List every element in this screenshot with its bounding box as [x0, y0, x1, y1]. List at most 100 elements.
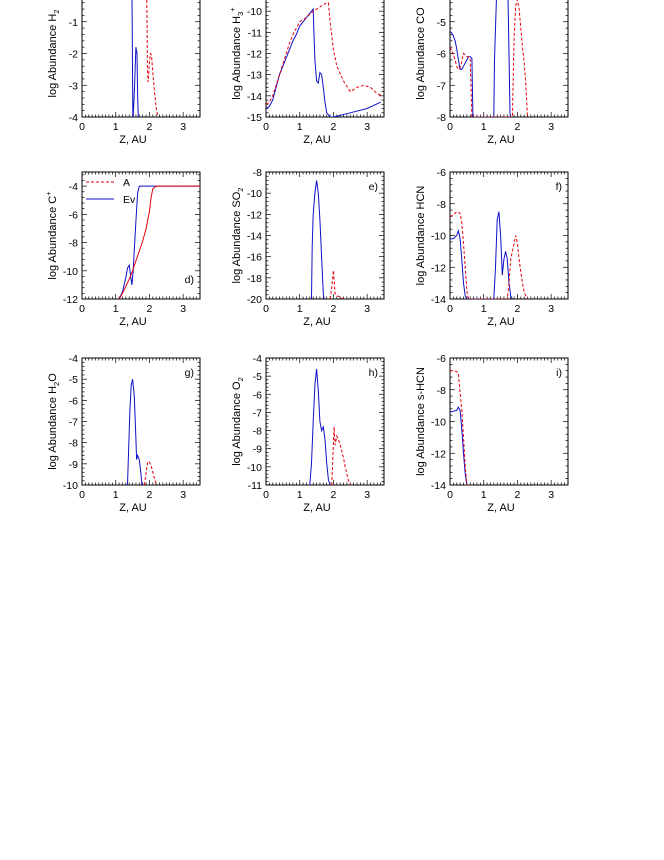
panel-label: e) — [369, 181, 378, 193]
y-tick-label: -4 — [69, 112, 78, 124]
y-axis-label-sub: 3 — [236, 12, 245, 16]
x-tick-label: 2 — [147, 121, 153, 133]
x-tick-label: 3 — [364, 303, 370, 315]
panel-label: d) — [185, 274, 194, 286]
panel-label: g) — [185, 367, 194, 379]
y-axis-label: log Abundance SO2 — [231, 188, 245, 284]
x-tick-label: 1 — [297, 489, 303, 501]
y-tick-label: -5 — [437, 17, 446, 29]
y-tick-label: -10 — [247, 188, 262, 200]
panel-label: f) — [556, 181, 562, 193]
y-tick-label: -10 — [63, 266, 78, 278]
y-tick-label: -14 — [431, 480, 446, 492]
y-tick-label: -8 — [69, 238, 78, 250]
series-line-solid — [266, 7, 381, 117]
x-tick-label: 3 — [364, 121, 370, 133]
y-axis-label-main: log Abundance SO — [231, 191, 243, 283]
x-axis-label: Z, AU — [303, 316, 331, 328]
y-tick-label: -10 — [247, 462, 262, 474]
series-line-dashed — [266, 2, 383, 105]
series-line-solid — [450, 211, 513, 299]
y-tick-label: -8 — [253, 167, 262, 179]
series-line-dashed — [450, 211, 528, 299]
y-tick-label: -10 — [247, 6, 262, 18]
x-tick-label: 0 — [79, 121, 85, 133]
y-tick-label: -6 — [437, 167, 446, 179]
plot-frame — [81, 357, 201, 486]
x-tick-label: 0 — [447, 489, 453, 501]
y-axis-label-main: log Abundance H — [47, 14, 59, 98]
x-axis-label: Z, AU — [303, 502, 331, 514]
y-tick-label: -10 — [431, 417, 446, 429]
y-tick-label: -14 — [247, 231, 262, 243]
x-tick-label: 0 — [263, 303, 269, 315]
series-line-dashed — [450, 370, 469, 485]
x-tick-label: 3 — [548, 121, 554, 133]
x-tick-label: 0 — [79, 489, 85, 501]
y-tick-label: -12 — [63, 294, 78, 306]
y-axis-label: log Abundance s-HCN — [415, 367, 427, 476]
x-tick-label: 3 — [548, 489, 554, 501]
x-tick-label: 2 — [331, 489, 337, 501]
x-tick-label: 3 — [180, 121, 186, 133]
y-axis-label: log Abundance CO — [415, 7, 427, 100]
y-tick-label: -5 — [69, 374, 78, 386]
y-tick-label: -14 — [431, 294, 446, 306]
y-axis-label-tail: O — [47, 373, 59, 382]
y-tick-label: -7 — [437, 80, 446, 92]
y-tick-label: -10 — [63, 480, 78, 492]
y-tick-label: -6 — [437, 353, 446, 365]
y-tick-label: -11 — [248, 27, 263, 39]
panel-label: i) — [556, 367, 562, 379]
series-line-dashed — [143, 461, 157, 485]
y-tick-label: -8 — [253, 426, 262, 438]
x-tick-label: 1 — [113, 303, 119, 315]
panel-9: 0 1 2 3 -14 -12 -10 -8 -6 Z, AU log Abundance s-HC… — [415, 353, 569, 514]
y-tick-label: -8 — [437, 112, 446, 124]
x-tick-label: 2 — [515, 489, 521, 501]
x-tick-label: 3 — [364, 489, 370, 501]
y-axis-label-main: log Abundance C — [47, 196, 59, 280]
x-tick-label: 0 — [447, 121, 453, 133]
y-tick-label: -12 — [247, 209, 262, 221]
series-line-dashed — [329, 270, 344, 299]
y-tick-label: -6 — [69, 209, 78, 221]
y-axis-label-main: log Abundance H — [47, 386, 59, 470]
y-axis-label: log Abundance O2 — [231, 377, 245, 466]
y-axis-label-main: log Abundance s-HCN — [415, 367, 427, 476]
plot-frame — [265, 171, 385, 300]
y-tick-label: -2 — [69, 49, 78, 61]
x-tick-label: 1 — [113, 489, 119, 501]
series-line-ev — [118, 185, 200, 299]
legend-label-ev: Ev — [123, 194, 136, 206]
y-axis-label: log Abundance HCN — [415, 186, 427, 286]
y-axis-label: log Abundance H2 — [47, 10, 61, 98]
y-axis-label: log Abundance C+ — [44, 191, 59, 280]
y-tick-label: -12 — [431, 262, 446, 274]
y-tick-label: -3 — [69, 80, 78, 92]
x-tick-label: 2 — [147, 303, 153, 315]
y-tick-label: -12 — [431, 448, 446, 460]
y-axis-label-sub: 2 — [52, 382, 61, 386]
x-axis-label: Z, AU — [303, 134, 331, 146]
y-tick-label: -8 — [437, 385, 446, 397]
x-tick-label: 1 — [481, 121, 487, 133]
y-axis-label: log Abundance H3+ — [228, 7, 245, 100]
x-tick-label: 2 — [515, 121, 521, 133]
y-tick-label: -8 — [437, 199, 446, 211]
y-tick-label: -7 — [69, 417, 78, 429]
series-line-dashed — [146, 0, 159, 117]
y-tick-label: -20 — [247, 294, 262, 306]
y-tick-label: -6 — [437, 49, 446, 61]
y-tick-label: -1 — [69, 17, 78, 29]
y-axis-label-main: log Abundance H — [231, 16, 243, 100]
x-axis-label: Z, AU — [119, 134, 147, 146]
series-line-solid — [450, 406, 469, 485]
plot-frame — [81, 171, 201, 300]
y-axis-label-sub: 2 — [52, 10, 61, 14]
x-tick-label: 2 — [331, 303, 337, 315]
plot-frame — [81, 0, 201, 118]
